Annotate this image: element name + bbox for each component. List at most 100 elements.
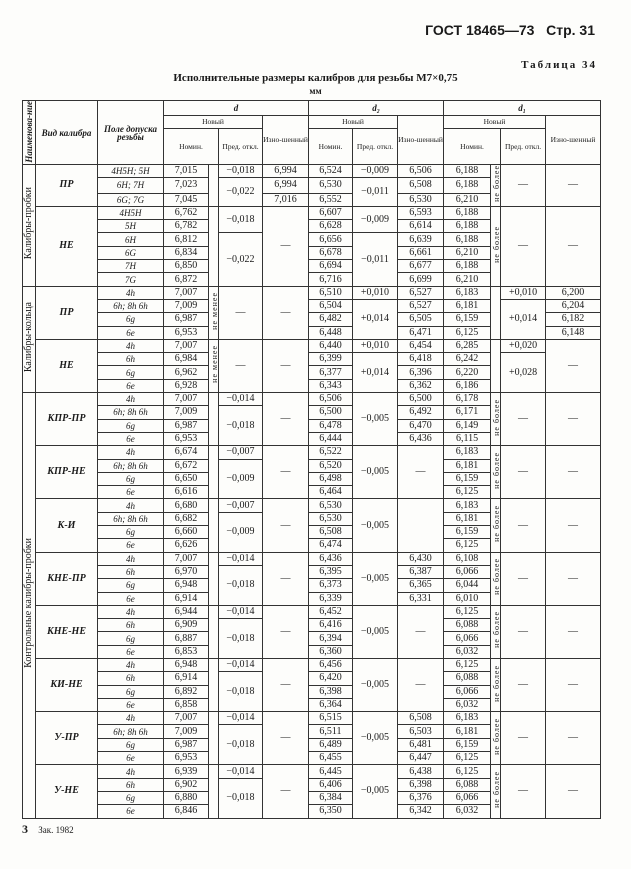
- calibre-kind: КНЕ-ПР: [35, 551, 98, 606]
- cell-d1-worn: 6,148: [545, 325, 602, 340]
- cell-d1-worn: —: [545, 392, 602, 447]
- cell-d-nom: 6,880: [163, 790, 209, 806]
- col-d2: d₂: [307, 100, 445, 116]
- cell-d-nom: 6,902: [163, 777, 209, 792]
- cell-d2-nom: 6,384: [308, 790, 353, 806]
- cell-field: 6e: [97, 431, 164, 447]
- table-row: 6e 6,626 6,474 6,125: [23, 538, 601, 553]
- table-row: 6G 6,834 6,678 6,661 6,210: [23, 245, 601, 261]
- cell-field: 6h: [97, 564, 164, 580]
- cell-d2-worn: 6,500: [396, 392, 445, 407]
- cell-d-nom: 7,007: [163, 392, 209, 407]
- cell-d-dev: −0,018: [218, 205, 263, 234]
- cell-d2-nom: 6,552: [308, 192, 353, 207]
- col-d2-worn: Изно-шенный: [396, 115, 445, 165]
- table-row: 6e 6,858 6,364 6,032: [23, 697, 601, 713]
- cell-d2-nom: 6,508: [308, 525, 353, 540]
- cell-d1-nom: 6,220: [443, 365, 492, 380]
- cell-d-nom: 6,914: [163, 591, 209, 606]
- cell-d2-worn: 6,661: [396, 245, 445, 261]
- cell-d1-nom: 6,181: [443, 724, 492, 739]
- cell-d1-note: [490, 285, 502, 340]
- cell-d2-nom: 6,530: [308, 498, 353, 513]
- calibre-kind: НЕ: [35, 205, 98, 287]
- cell-d2-worn: 6,438: [396, 764, 445, 779]
- cell-d2-worn: 6,593: [396, 205, 445, 221]
- cell-d1-note: не более: [490, 551, 502, 606]
- cell-d-nom: 7,007: [163, 285, 209, 300]
- cell-d2-worn: 6,492: [396, 405, 445, 420]
- col-d-worn: Изно-шенный: [262, 115, 309, 165]
- table-row: Калибры-пробки ПР 4H5H; 5H 7,015 −0,018 6,994…: [22, 163, 602, 287]
- cell-d1-nom: 6,125: [443, 751, 492, 766]
- cell-d2-worn: 6,508: [396, 177, 445, 194]
- table-row: 6h; 8h 6h 7,009 6,504 +0,014 6,527 6,181 +0,01…: [23, 298, 602, 340]
- cell-d-nom: 6,987: [163, 312, 209, 327]
- cell-d2-worn: 6,639: [396, 232, 445, 247]
- cell-d2-worn: 6,503: [396, 724, 445, 739]
- cell-d2-nom: 6,452: [308, 604, 353, 620]
- cell-d2-worn: 6,376: [396, 790, 445, 806]
- cell-d1-nom: 6,183: [443, 285, 492, 300]
- cell-d1-dev: +0,010: [500, 285, 547, 300]
- cell-field: 4h: [97, 338, 164, 354]
- cell-d-worn: —: [262, 445, 309, 500]
- cell-d1-nom: 6,032: [443, 804, 492, 819]
- table-row: 6e 6,953 6,444 6,436 6,115: [23, 431, 601, 447]
- cell-d-nom: 6,887: [163, 631, 209, 646]
- cell-d-nom: 6,928: [163, 378, 209, 394]
- col-d1-nom: Номин.: [443, 128, 502, 165]
- cell-field: 5H: [97, 219, 164, 234]
- cell-d2-worn: —: [396, 604, 445, 659]
- cell-d2-worn: 6,527: [396, 298, 445, 314]
- cell-d-dev: −0,014: [218, 711, 263, 726]
- cell-d2-worn: 6,699: [396, 272, 445, 287]
- cell-d1-nom: 6,125: [443, 604, 492, 620]
- cell-d1-nom: 6,125: [443, 657, 492, 673]
- cell-d1-nom: 6,210: [443, 272, 492, 287]
- cell-field: 6H: [97, 232, 164, 247]
- cell-d1-dev: —: [500, 164, 547, 207]
- cell-d1-nom: 6,125: [443, 325, 492, 340]
- cell-field: 4H5H; 5H: [97, 163, 164, 179]
- cell-d1-nom: 6,178: [443, 392, 492, 407]
- cell-d-dev: −0,007: [218, 498, 263, 513]
- table-row: 6g 6,660 6,508 6,159: [23, 525, 601, 540]
- cell-d2-nom: 6,511: [308, 724, 353, 739]
- cell-field: 4h: [97, 392, 164, 407]
- cell-d2-nom: 6,504: [308, 298, 353, 314]
- table-row: У-ПР 4h 7,007 −0,014—6,515 −0,005 6,508 6,183 н…: [23, 711, 602, 766]
- cell-d-nom: 7,009: [163, 298, 209, 314]
- cell-d2-nom: 6,628: [308, 219, 353, 234]
- cell-d2-nom: 6,530: [308, 511, 353, 527]
- cell-d-nom: 7,045: [163, 192, 209, 207]
- cell-d2-nom: 6,455: [308, 751, 353, 766]
- cell-d-nom: 7,007: [163, 338, 209, 354]
- cell-d-note: не менее: [208, 338, 219, 394]
- cell-d2-nom: 6,520: [308, 458, 353, 473]
- cell-field: 7H: [97, 259, 164, 274]
- cell-d-note: [208, 764, 219, 819]
- table-row: 6H 6,812 −0,022 6,656 −0,011 6,639 6,188: [23, 232, 601, 287]
- cell-d2-nom: 6,489: [308, 737, 353, 753]
- cell-field: 6g: [97, 737, 164, 753]
- table-row: 6h 6,970 −0,018 6,395 6,387 6,066: [23, 564, 601, 606]
- cell-d1-note: [490, 338, 502, 394]
- cell-d2-nom: 6,716: [308, 272, 353, 287]
- cell-d1-worn: 6,204: [545, 298, 602, 314]
- cell-d1-dev: —: [500, 498, 547, 553]
- calibre-kind: НЕ: [35, 338, 98, 394]
- cell-field: 6g: [97, 631, 164, 646]
- cell-d2-worn: 6,362: [396, 378, 445, 394]
- calibre-kind: ПР: [35, 285, 98, 340]
- cell-d-dev: −0,009: [218, 511, 263, 553]
- cell-d-worn: —: [262, 551, 309, 606]
- cell-field: 6g: [97, 790, 164, 806]
- cell-d1-worn: —: [545, 205, 602, 287]
- cell-d1-nom: 6,183: [443, 711, 492, 726]
- table-row: НЕ 4H5H 6,762 −0,018—6,607 −0,009 6,593 6,188 н…: [23, 205, 602, 287]
- cell-d2-worn: 6,342: [396, 804, 445, 819]
- cell-d2-worn: 6,365: [396, 578, 445, 593]
- cell-d2-worn: 6,447: [396, 751, 445, 766]
- cell-d1-worn: 6,182: [545, 312, 602, 327]
